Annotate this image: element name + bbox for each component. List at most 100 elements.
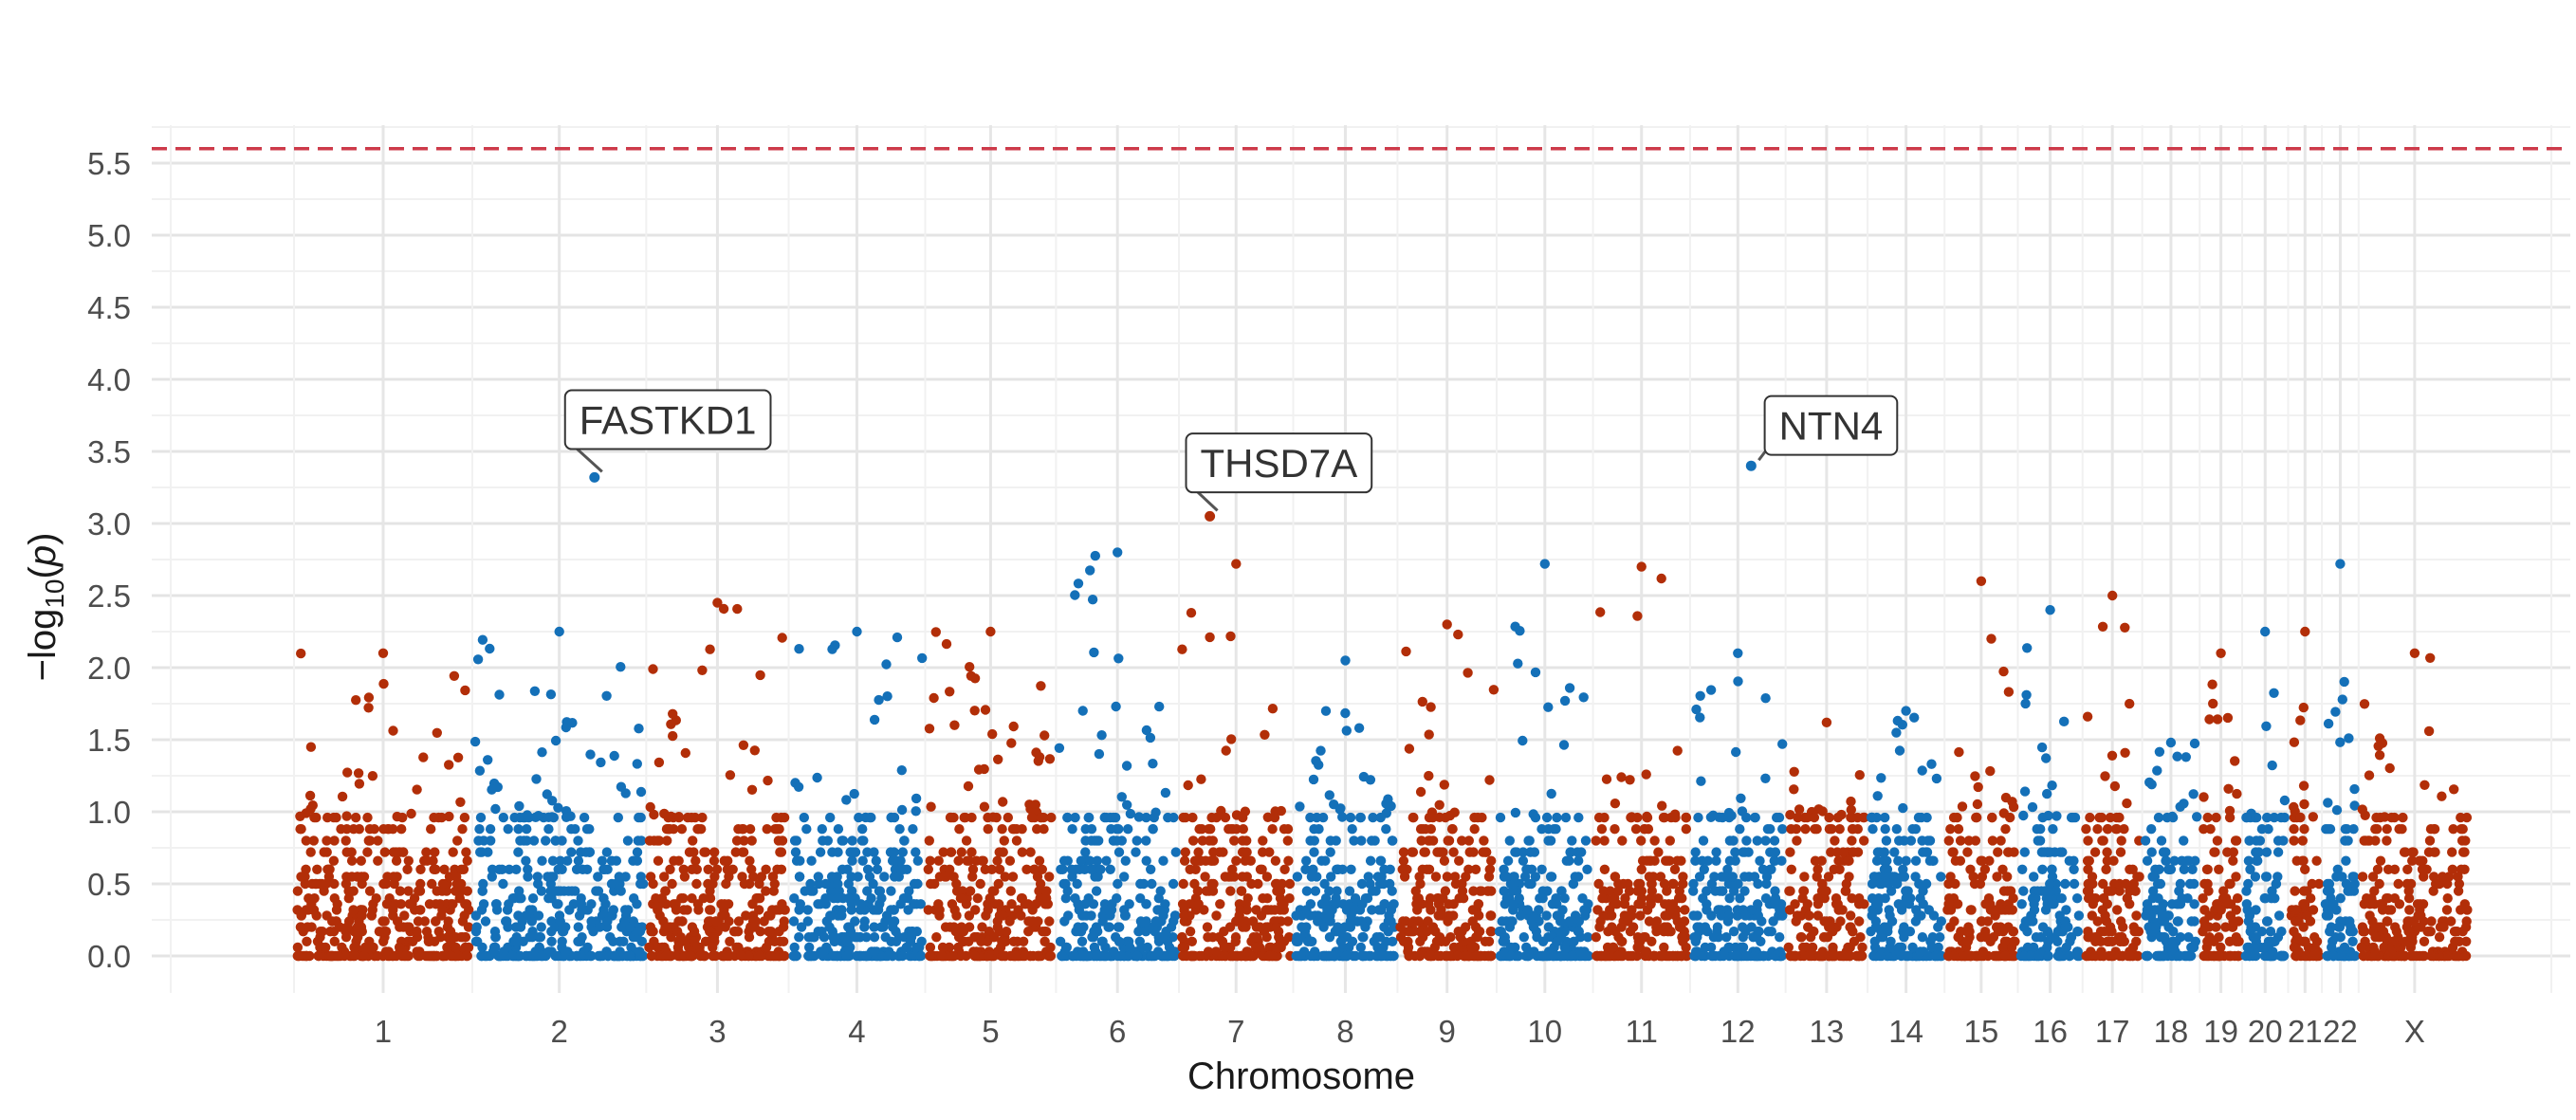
snp-point [1724, 855, 1736, 866]
snp-point [1816, 855, 1827, 866]
snp-point [295, 811, 305, 821]
snp-point [1910, 855, 1922, 866]
snp-point [2161, 855, 2171, 866]
snp-point [449, 670, 460, 681]
snp-point [2104, 927, 2114, 937]
snp-point [2055, 847, 2066, 857]
snp-point [1505, 942, 1517, 953]
snp-point [485, 824, 496, 835]
snp-point [1141, 835, 1151, 846]
snp-point [613, 812, 623, 823]
snp-point [1688, 886, 1699, 896]
snp-point [2447, 864, 2457, 874]
snp-point [1160, 787, 1171, 799]
snp-point [1733, 676, 1743, 687]
snp-point [1012, 936, 1022, 946]
snp-point [956, 847, 966, 857]
snp-point [1399, 872, 1410, 882]
snp-point [1283, 855, 1294, 866]
snp-point [1917, 932, 1928, 943]
snp-point [2348, 950, 2360, 962]
snp-point [485, 950, 495, 962]
snp-point [1024, 916, 1035, 927]
snp-point [1350, 893, 1361, 904]
snp-point [1699, 864, 1710, 874]
snp-point [485, 643, 495, 654]
snp-point [697, 812, 708, 823]
snp-point [2344, 886, 2354, 896]
snp-point [1086, 824, 1097, 835]
snp-point [1607, 910, 1617, 921]
snp-point [1702, 899, 1712, 909]
snp-point [1628, 922, 1639, 932]
snp-point [362, 847, 373, 857]
snp-point [2185, 950, 2197, 962]
snp-point [1644, 872, 1655, 882]
snp-point [1635, 910, 1646, 921]
snp-point [779, 916, 789, 927]
snp-point [2172, 916, 2183, 927]
snp-point [676, 824, 688, 835]
snp-point [588, 927, 598, 937]
snp-point [769, 878, 780, 890]
snp-point [510, 922, 522, 932]
snp-point [455, 797, 466, 807]
snp-point [895, 899, 906, 909]
snp-point [1045, 950, 1057, 962]
snp-point [754, 950, 764, 962]
snp-point [858, 835, 869, 846]
snp-point [363, 703, 374, 713]
snp-point [2099, 893, 2109, 904]
snp-point [1122, 799, 1132, 810]
snp-point [1055, 936, 1066, 946]
snp-point [1267, 824, 1278, 835]
snp-point [940, 922, 951, 932]
snp-point [1821, 717, 1832, 727]
snp-point [1135, 893, 1146, 904]
snp-point [684, 847, 695, 857]
snp-point [1761, 872, 1773, 882]
snp-point [1141, 916, 1151, 927]
snp-point [2199, 950, 2209, 962]
snp-point [1607, 922, 1617, 932]
snp-point [662, 922, 672, 932]
snp-point [2146, 847, 2157, 857]
snp-point [507, 893, 518, 904]
snp-point [597, 855, 608, 866]
snp-point [1846, 804, 1857, 816]
snp-point [1996, 835, 2006, 846]
snp-point [1681, 942, 1691, 953]
snp-point [502, 905, 513, 915]
snp-point [1345, 812, 1356, 823]
snp-point [1381, 799, 1391, 809]
snp-point [2384, 762, 2395, 774]
snp-point [666, 719, 676, 729]
snp-point [584, 824, 595, 835]
snp-point [1824, 812, 1834, 823]
snp-point [1005, 886, 1017, 896]
snp-point [584, 847, 595, 857]
snp-point [2165, 737, 2177, 748]
snp-point [2339, 676, 2349, 688]
snp-point [930, 627, 941, 637]
snp-point [824, 922, 835, 932]
snp-point [1010, 950, 1021, 962]
snp-point [2060, 878, 2070, 890]
snp-point [669, 855, 679, 866]
snp-point [1610, 824, 1620, 835]
snp-point [2142, 855, 2153, 866]
snp-point [815, 847, 826, 857]
snp-point [2107, 750, 2118, 761]
snp-point [1367, 905, 1377, 915]
snp-point [1709, 872, 1720, 882]
snp-point [1984, 855, 1995, 866]
snp-point [1483, 872, 1495, 882]
snp-point [754, 905, 764, 915]
x-tick-label: 11 [1626, 1014, 1658, 1049]
snp-point [2212, 835, 2223, 846]
snp-point [1295, 801, 1305, 812]
snp-point [1852, 824, 1864, 835]
snp-point [433, 927, 444, 937]
snp-point [1582, 864, 1592, 874]
snp-point [2188, 789, 2199, 799]
